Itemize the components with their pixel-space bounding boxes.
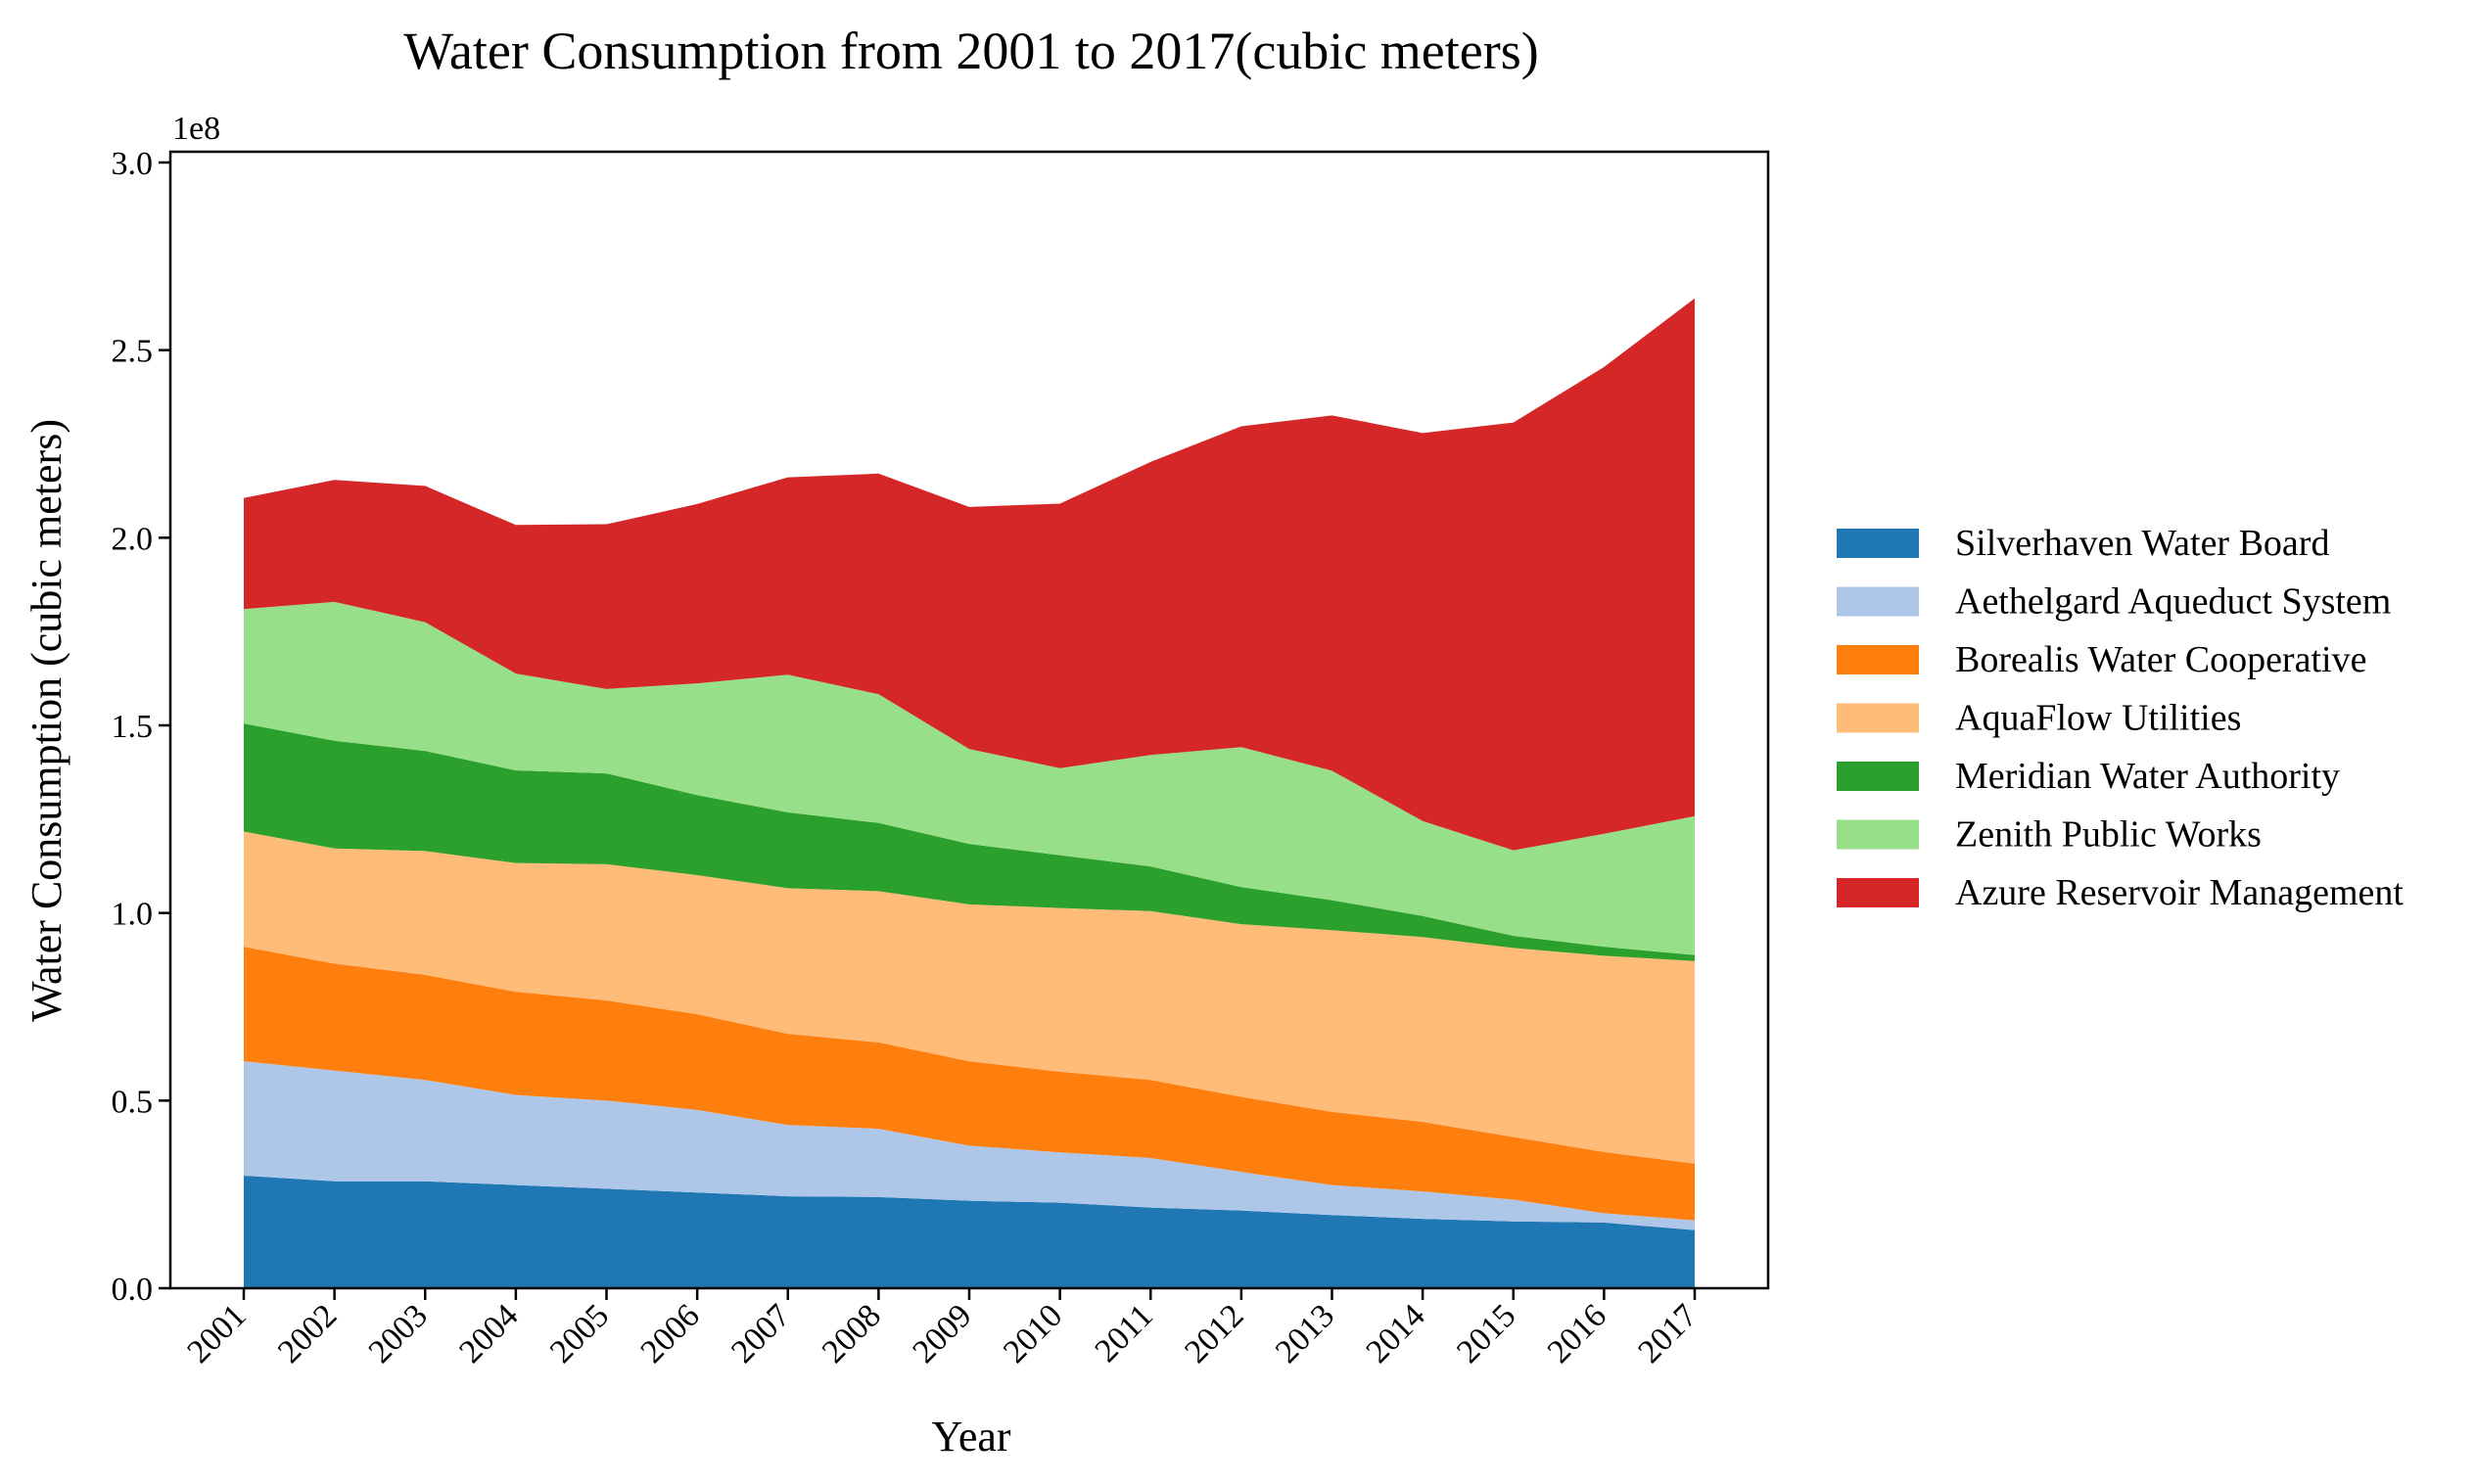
area-series-5 bbox=[244, 601, 1695, 955]
x-tick-label: 2005 bbox=[543, 1297, 616, 1369]
area-series-0 bbox=[244, 1176, 1695, 1288]
y-tick-label: 3.0 bbox=[112, 146, 154, 182]
x-tick-label: 2006 bbox=[634, 1297, 707, 1369]
x-tick-label: 2015 bbox=[1450, 1297, 1522, 1369]
legend-label: Silverhaven Water Board bbox=[1955, 523, 2329, 564]
legend-label: Zenith Public Works bbox=[1955, 814, 2262, 856]
y-tick-label: 2.5 bbox=[112, 334, 154, 370]
x-axis-label: Year bbox=[931, 1413, 1010, 1461]
y-offset-label: 1e8 bbox=[172, 111, 220, 147]
legend-swatch bbox=[1837, 529, 1919, 558]
legend-swatch bbox=[1837, 586, 1919, 617]
y-axis-label: Water Consumption (cubic meters) bbox=[23, 419, 70, 1022]
legend-label: Meridian Water Authority bbox=[1955, 756, 2340, 797]
x-tick-label: 2011 bbox=[1089, 1297, 1160, 1368]
x-tick-label: 2003 bbox=[362, 1297, 435, 1369]
x-tick-label: 2013 bbox=[1269, 1297, 1341, 1369]
chart-title: Water Consumption from 2001 to 2017(cubi… bbox=[403, 22, 1538, 80]
legend-label: Borealis Water Cooperative bbox=[1955, 639, 2366, 680]
legend-label: AquaFlow Utilities bbox=[1955, 698, 2241, 739]
legend-swatch bbox=[1837, 645, 1919, 674]
legend-swatch bbox=[1837, 703, 1919, 733]
x-tick-label: 2009 bbox=[906, 1297, 978, 1369]
x-tick-label: 2017 bbox=[1631, 1297, 1704, 1369]
area-series-2 bbox=[244, 947, 1695, 1221]
legend-swatch bbox=[1837, 819, 1919, 850]
x-tick-label: 2014 bbox=[1360, 1297, 1432, 1369]
legend-swatch bbox=[1837, 762, 1919, 791]
x-tick-label: 2002 bbox=[271, 1297, 344, 1369]
y-tick-label: 2.0 bbox=[112, 521, 154, 557]
area-series-4 bbox=[244, 723, 1695, 961]
x-tick-label: 2004 bbox=[452, 1297, 525, 1369]
plot-areas bbox=[244, 298, 1695, 1288]
x-axis: 2001 2002 2003 2004 2005 2006 2007 2008 2009 2010… bbox=[180, 1288, 1704, 1370]
y-axis: 0.0 0.5 1.0 1.5 2.0 2.5 3.0 bbox=[112, 146, 170, 1308]
x-tick-label: 2001 bbox=[180, 1297, 253, 1369]
y-tick-label: 1.5 bbox=[112, 709, 154, 745]
y-tick-label: 0.0 bbox=[112, 1272, 154, 1308]
x-tick-label: 2008 bbox=[816, 1297, 888, 1369]
legend-label: Aethelgard Aqueduct System bbox=[1955, 581, 2391, 623]
legend: Silverhaven Water Board Aethelgard Aquedu… bbox=[1837, 523, 2404, 913]
x-tick-label: 2016 bbox=[1541, 1297, 1613, 1369]
x-tick-label: 2012 bbox=[1178, 1297, 1250, 1369]
legend-label: Azure Reservoir Management bbox=[1955, 872, 2404, 913]
area-series-3 bbox=[244, 831, 1695, 1164]
legend-swatch bbox=[1837, 878, 1919, 907]
area-series-6 bbox=[244, 298, 1695, 851]
x-tick-label: 2007 bbox=[724, 1297, 797, 1369]
x-tick-label: 2010 bbox=[997, 1297, 1069, 1369]
y-tick-label: 1.0 bbox=[112, 897, 154, 933]
y-tick-label: 0.5 bbox=[112, 1084, 154, 1120]
